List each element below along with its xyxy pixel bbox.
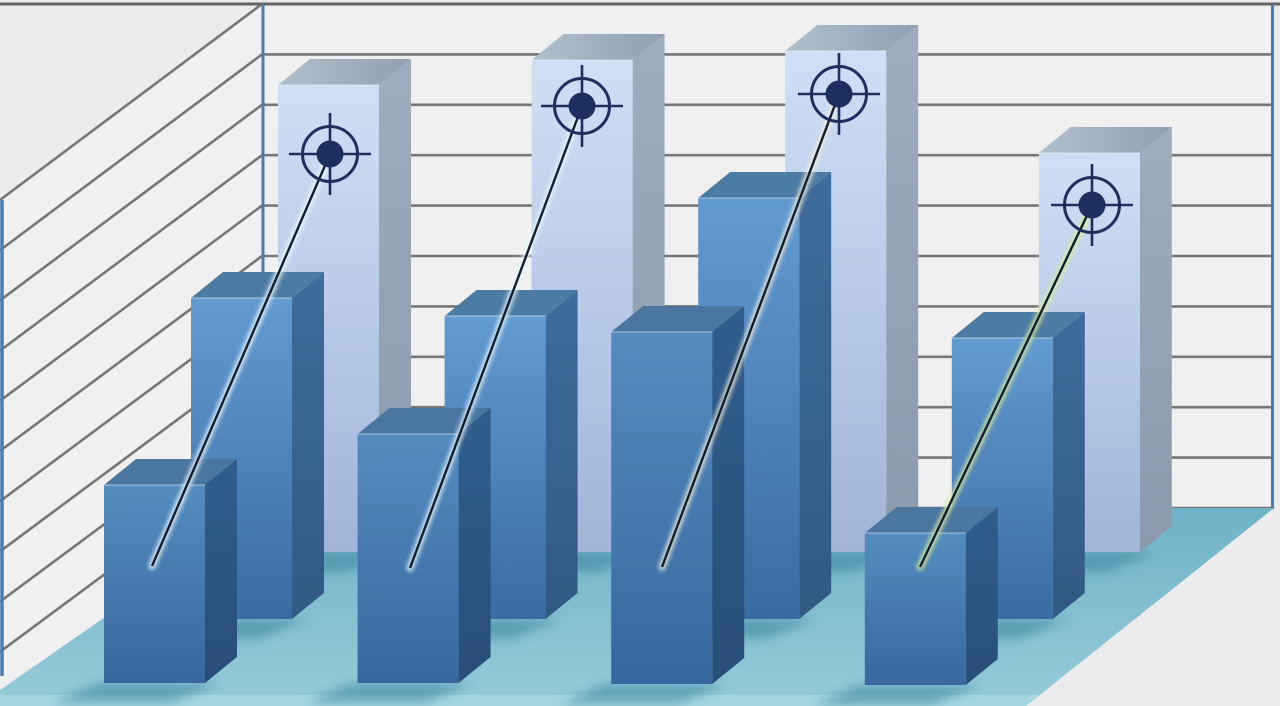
trend-line [150,153,332,567]
trend-line [918,204,1094,568]
bar-side-face [965,507,998,685]
bar-shadow-front-group2 [305,683,475,703]
target-crosshair-icon [541,65,623,147]
target-line-3 [658,90,843,571]
target-line-2 [406,102,586,572]
bar-shadow-front-group3 [559,684,729,704]
bar-shadow-front-group4 [812,685,982,705]
left-wall-gridline [0,2,263,202]
targets-layer [148,53,1133,572]
bar-side-face [886,25,919,552]
target-crosshair-icon [1051,164,1133,246]
bar-front-face [104,485,205,683]
bar-side-face [1052,312,1085,619]
left-wall-gridline [0,154,263,352]
target-line-4 [916,201,1096,571]
bar-front-face [611,332,713,684]
bar-side-face [545,290,578,619]
bar-top-face [785,25,919,51]
bar-top-face [698,172,832,198]
bar-top-face [357,408,491,434]
bar-side-face [799,172,832,619]
bar-front-group1 [104,459,237,683]
left-wall-gridline [0,103,263,302]
bar-side-face [712,306,745,684]
bar-front-group3 [611,306,745,684]
left-wall-gridline [0,53,263,252]
bar-top-face [104,459,237,485]
bar-side-face [205,459,237,683]
bar-side-face [458,408,491,683]
bar-top-face [611,306,745,332]
trend-line [660,93,841,568]
bar-front-group2 [357,408,491,683]
target-crosshair-icon [798,53,880,135]
bar-top-face [1038,127,1172,153]
bar-top-face [531,34,665,60]
trend-line [408,105,584,569]
left-wall-gridline [0,204,263,402]
bar-front-face [864,533,966,685]
bar-top-face [278,59,411,85]
bar-top-face [864,507,998,533]
bars-layer [104,25,1172,685]
target-line-1 [148,150,334,570]
bar-shadow-front-group1 [52,683,221,703]
bar-front-group4 [864,507,998,685]
bar-middle-group4 [951,312,1085,619]
bar-side-face [1139,127,1172,552]
bar-top-face [191,272,324,298]
bar-top-face [951,312,1085,338]
bar-side-face [292,272,324,619]
floor-front-strip [0,695,1045,706]
target-crosshair-icon [289,113,371,195]
